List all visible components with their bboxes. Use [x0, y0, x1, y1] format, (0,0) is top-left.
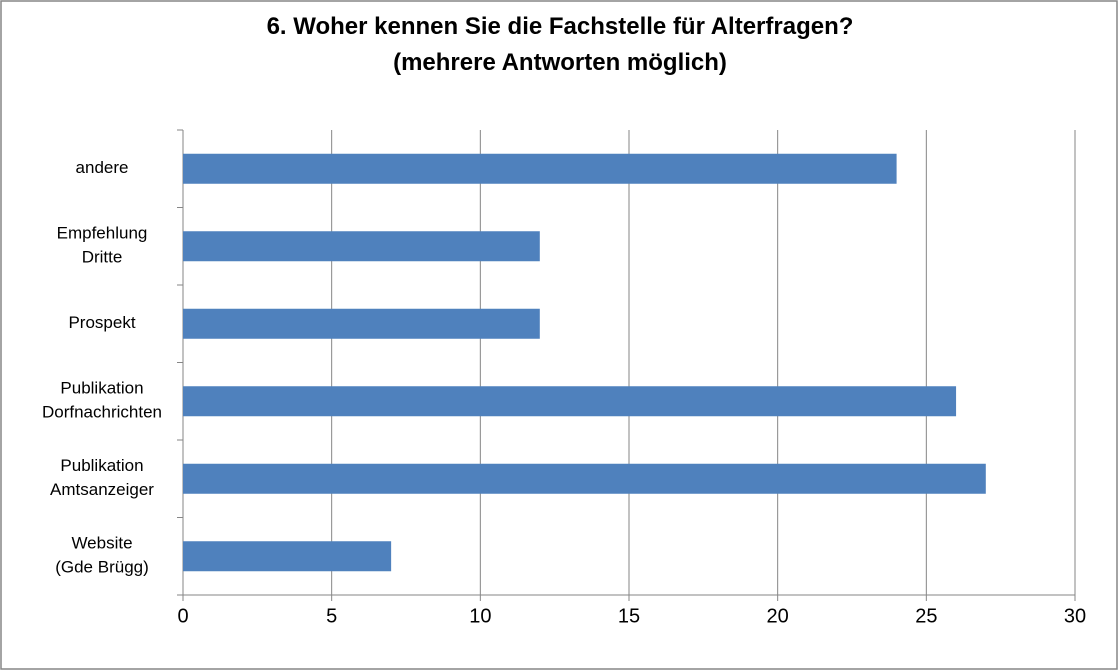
x-tick-label: 15: [618, 605, 640, 627]
bar: [183, 463, 986, 494]
x-tick-label: 10: [469, 605, 491, 627]
x-tick-label: 5: [326, 605, 337, 627]
bar: [183, 541, 392, 572]
bar: [183, 386, 957, 417]
x-tick-label: 0: [177, 605, 188, 627]
bar: [183, 231, 540, 262]
y-tick-label: Prospekt: [68, 313, 135, 332]
y-tick-label: Publikation Dorfnachrichten: [42, 379, 162, 422]
y-tick-label: Website (Gde Brügg): [55, 534, 149, 577]
x-tick-label: 20: [767, 605, 789, 627]
y-tick-label: andere: [76, 158, 129, 177]
bar: [183, 308, 540, 339]
bar: [183, 153, 897, 184]
chart-title: 6. Woher kennen Sie die Fachstelle für A…: [267, 13, 854, 76]
x-tick-label: 25: [915, 605, 937, 627]
y-tick-label: Empfehlung Dritte: [57, 224, 148, 267]
y-tick-label: Publikation Amtsanzeiger: [50, 456, 154, 499]
x-tick-label: 30: [1064, 605, 1086, 627]
